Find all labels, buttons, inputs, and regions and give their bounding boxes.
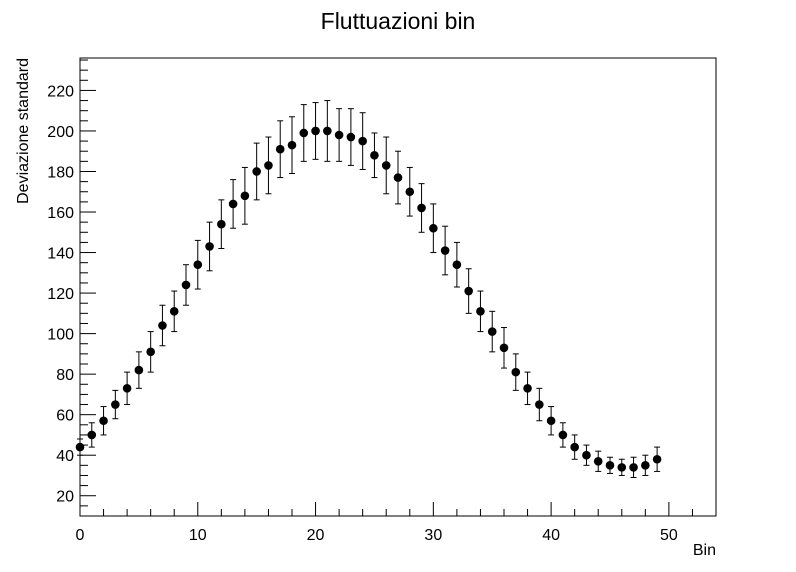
x-tick-label: 10	[189, 527, 207, 544]
data-point	[641, 461, 650, 470]
data-point	[264, 161, 273, 170]
data-point	[370, 150, 379, 160]
y-tick-label: 220	[47, 83, 74, 100]
data-point	[499, 343, 509, 353]
data-points	[75, 100, 662, 478]
y-tick-label: 60	[56, 408, 74, 425]
data-point	[570, 442, 579, 452]
data-point	[605, 461, 615, 470]
x-tick-label: 50	[660, 527, 678, 544]
data-point	[158, 321, 167, 330]
data-point	[181, 280, 191, 290]
y-tick-label: 160	[47, 205, 74, 222]
data-point	[629, 463, 638, 472]
data-point	[617, 463, 627, 472]
x-tick-label: 40	[542, 527, 560, 544]
data-point	[381, 161, 391, 170]
data-point	[240, 191, 250, 201]
y-tick-label: 100	[47, 327, 74, 344]
data-point	[523, 384, 532, 393]
data-point	[205, 242, 214, 251]
data-point	[405, 187, 415, 197]
data-point	[593, 456, 603, 466]
y-tick-label: 180	[47, 164, 74, 181]
data-point	[334, 130, 344, 140]
y-tick-label: 40	[56, 448, 74, 465]
x-axis-label: Bin	[693, 542, 716, 559]
y-axis-label: Deviazione standard	[15, 58, 32, 204]
y-tick-label: 120	[47, 286, 74, 303]
chart-title: Fluttuazioni bin	[321, 8, 476, 34]
data-point	[440, 246, 450, 255]
data-point	[228, 199, 238, 209]
data-point	[358, 136, 367, 146]
data-point	[535, 400, 544, 409]
data-point	[476, 307, 485, 316]
data-point	[429, 223, 438, 233]
data-point	[452, 260, 462, 270]
data-point	[287, 140, 297, 150]
data-point	[193, 260, 203, 270]
y-tick-label: 80	[56, 367, 74, 384]
data-point	[217, 219, 226, 229]
data-point	[275, 144, 285, 154]
data-point	[111, 400, 120, 409]
data-point	[582, 450, 591, 460]
y-tick-label: 140	[47, 246, 74, 263]
data-point	[323, 126, 332, 136]
data-point	[346, 132, 356, 142]
x-tick-label: 20	[307, 527, 325, 544]
y-tick-label: 200	[47, 124, 74, 141]
plot-frame	[79, 57, 717, 517]
data-point	[122, 384, 132, 393]
data-point	[169, 307, 179, 316]
data-point	[134, 365, 144, 375]
x-tick-label: 0	[76, 527, 85, 544]
data-point	[252, 167, 261, 176]
x-axis: 0 10 20 30 40 50	[76, 502, 717, 544]
data-point	[393, 173, 403, 182]
data-point	[75, 442, 85, 452]
x-tick-label: 30	[424, 527, 442, 544]
data-point	[417, 203, 426, 213]
data-point	[99, 416, 108, 426]
data-point	[146, 347, 155, 357]
data-point	[87, 430, 97, 440]
data-point	[464, 286, 473, 296]
data-point	[299, 128, 309, 138]
data-point	[311, 126, 320, 136]
y-tick-label: 20	[56, 489, 74, 506]
data-point	[487, 327, 497, 336]
data-point	[558, 430, 568, 440]
data-point	[511, 367, 521, 377]
data-point	[652, 454, 662, 464]
data-point	[546, 416, 556, 426]
y-axis: 20 40 60 80 100 120 140 160 180 200 220	[47, 59, 96, 517]
